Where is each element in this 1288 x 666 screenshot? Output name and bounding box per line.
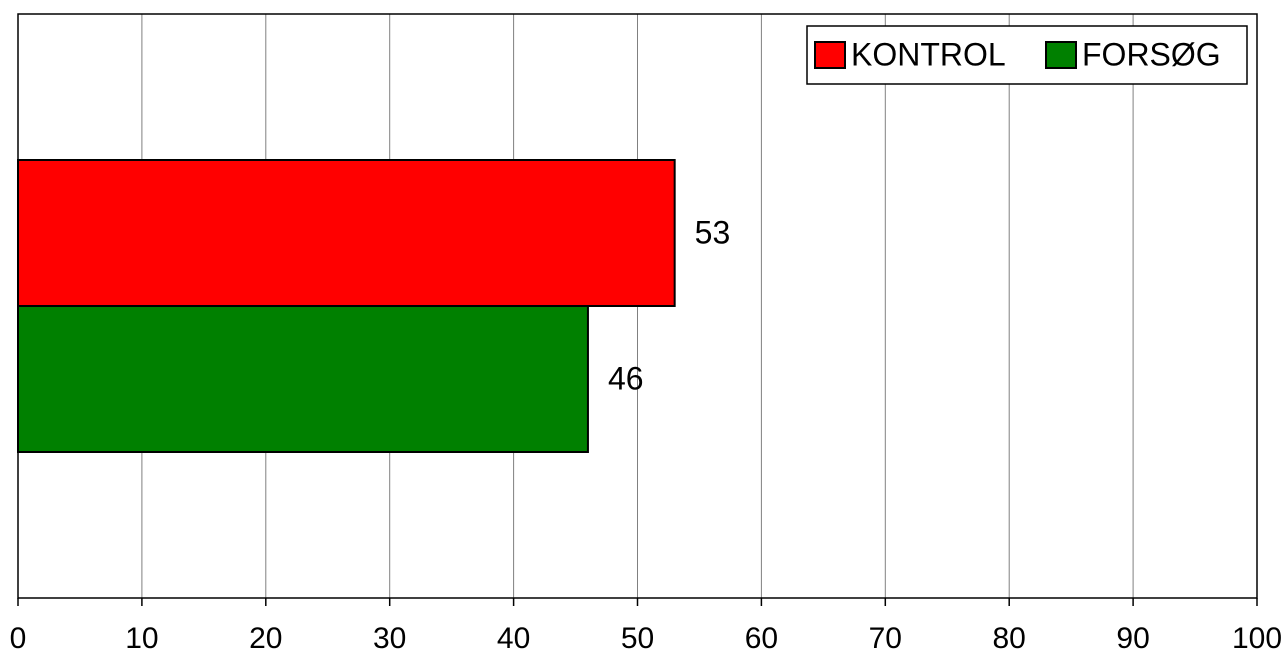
data-label: 46 xyxy=(608,360,644,396)
x-tick-label: 20 xyxy=(249,622,282,655)
bar xyxy=(17,305,589,453)
x-tick-label: 100 xyxy=(1232,622,1282,655)
bar xyxy=(17,159,676,307)
legend-swatch xyxy=(814,41,846,69)
legend-frame xyxy=(806,25,1248,85)
legend-label: KONTROL xyxy=(851,36,1006,72)
x-tick-label: 30 xyxy=(373,622,406,655)
x-tick-label: 90 xyxy=(1116,622,1149,655)
x-tick-label: 10 xyxy=(125,622,158,655)
x-tick-label: 0 xyxy=(10,622,27,655)
legend-swatch xyxy=(1045,41,1077,69)
legend-label: FORSØG xyxy=(1082,36,1221,72)
x-tick-label: 40 xyxy=(497,622,530,655)
x-tick-label: 50 xyxy=(621,622,654,655)
x-tick-label: 60 xyxy=(745,622,778,655)
data-label: 53 xyxy=(695,214,731,250)
x-tick-label: 70 xyxy=(869,622,902,655)
x-tick-label: 80 xyxy=(993,622,1026,655)
